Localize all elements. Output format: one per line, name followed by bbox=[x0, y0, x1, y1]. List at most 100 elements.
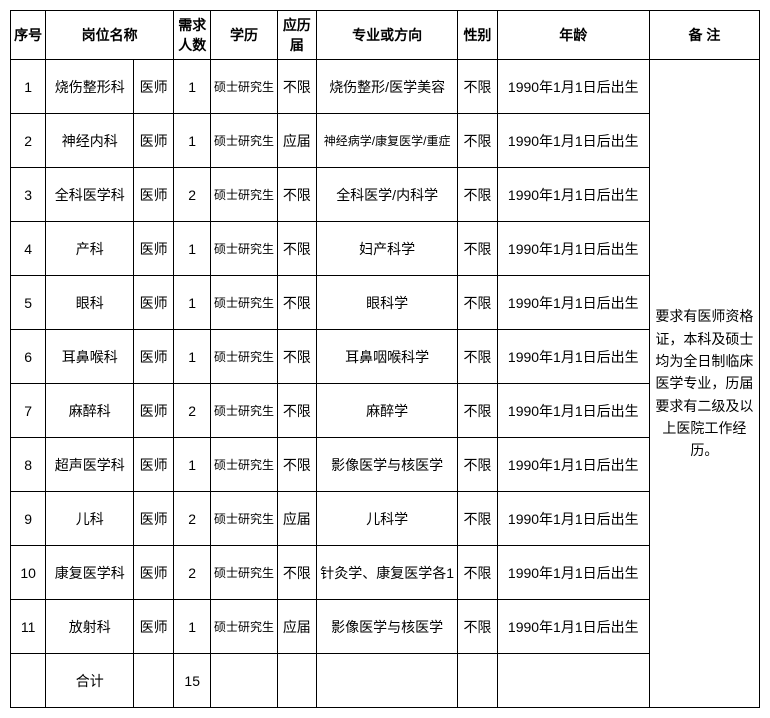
cell-posA: 康复医学科 bbox=[46, 546, 134, 600]
recruitment-table: 序号 岗位名称 需求人数 学历 应历届 专业或方向 性别 年龄 备 注 1烧伤整… bbox=[10, 10, 760, 708]
cell-major: 麻醉学 bbox=[317, 384, 458, 438]
cell-sex: 不限 bbox=[458, 492, 498, 546]
cell-major: 儿科学 bbox=[317, 492, 458, 546]
cell-major: 神经病学/康复医学/重症 bbox=[317, 114, 458, 168]
table-body: 1烧伤整形科医师1硕士研究生不限烧伤整形/医学美容不限1990年1月1日后出生要… bbox=[11, 60, 760, 708]
th-grad: 应历届 bbox=[277, 11, 317, 60]
cell-sex: 不限 bbox=[458, 438, 498, 492]
th-seq: 序号 bbox=[11, 11, 46, 60]
cell-major: 影像医学与核医学 bbox=[317, 438, 458, 492]
th-note: 备 注 bbox=[649, 11, 759, 60]
cell-sex: 不限 bbox=[458, 600, 498, 654]
total-row: 合计 15 bbox=[11, 654, 760, 708]
cell-posA: 麻醉科 bbox=[46, 384, 134, 438]
cell-age: 1990年1月1日后出生 bbox=[497, 330, 649, 384]
th-major: 专业或方向 bbox=[317, 11, 458, 60]
cell-posB: 医师 bbox=[134, 546, 174, 600]
cell-age: 1990年1月1日后出生 bbox=[497, 168, 649, 222]
cell-need: 2 bbox=[173, 384, 210, 438]
cell-seq: 2 bbox=[11, 114, 46, 168]
table-row: 2神经内科医师1硕士研究生应届神经病学/康复医学/重症不限1990年1月1日后出… bbox=[11, 114, 760, 168]
cell-posA: 儿科 bbox=[46, 492, 134, 546]
table-row: 6耳鼻喉科医师1硕士研究生不限耳鼻咽喉科学不限1990年1月1日后出生 bbox=[11, 330, 760, 384]
table-row: 1烧伤整形科医师1硕士研究生不限烧伤整形/医学美容不限1990年1月1日后出生要… bbox=[11, 60, 760, 114]
cell-grad: 不限 bbox=[277, 546, 317, 600]
cell-need: 1 bbox=[173, 276, 210, 330]
table-row: 7麻醉科医师2硕士研究生不限麻醉学不限1990年1月1日后出生 bbox=[11, 384, 760, 438]
cell-posB: 医师 bbox=[134, 276, 174, 330]
cell-seq: 6 bbox=[11, 330, 46, 384]
cell-age: 1990年1月1日后出生 bbox=[497, 546, 649, 600]
cell-need: 2 bbox=[173, 492, 210, 546]
cell-posA: 眼科 bbox=[46, 276, 134, 330]
cell-age: 1990年1月1日后出生 bbox=[497, 114, 649, 168]
table-row: 4产科医师1硕士研究生不限妇产科学不限1990年1月1日后出生 bbox=[11, 222, 760, 276]
cell-sex: 不限 bbox=[458, 384, 498, 438]
cell-posB: 医师 bbox=[134, 60, 174, 114]
table-row: 8超声医学科医师1硕士研究生不限影像医学与核医学不限1990年1月1日后出生 bbox=[11, 438, 760, 492]
total-cell-4 bbox=[211, 654, 277, 708]
cell-grad: 不限 bbox=[277, 222, 317, 276]
cell-grad: 应届 bbox=[277, 492, 317, 546]
th-need: 需求人数 bbox=[173, 11, 210, 60]
cell-grad: 不限 bbox=[277, 276, 317, 330]
cell-need: 2 bbox=[173, 546, 210, 600]
table-row: 3全科医学科医师2硕士研究生不限全科医学/内科学不限1990年1月1日后出生 bbox=[11, 168, 760, 222]
cell-posA: 全科医学科 bbox=[46, 168, 134, 222]
cell-edu: 硕士研究生 bbox=[211, 276, 277, 330]
total-cell-5 bbox=[277, 654, 317, 708]
cell-age: 1990年1月1日后出生 bbox=[497, 492, 649, 546]
cell-edu: 硕士研究生 bbox=[211, 384, 277, 438]
cell-need: 2 bbox=[173, 168, 210, 222]
cell-posB: 医师 bbox=[134, 114, 174, 168]
cell-edu: 硕士研究生 bbox=[211, 60, 277, 114]
cell-age: 1990年1月1日后出生 bbox=[497, 222, 649, 276]
cell-major: 影像医学与核医学 bbox=[317, 600, 458, 654]
cell-edu: 硕士研究生 bbox=[211, 330, 277, 384]
cell-posB: 医师 bbox=[134, 384, 174, 438]
cell-age: 1990年1月1日后出生 bbox=[497, 438, 649, 492]
cell-need: 1 bbox=[173, 438, 210, 492]
cell-posB: 医师 bbox=[134, 168, 174, 222]
table-row: 5眼科医师1硕士研究生不限眼科学不限1990年1月1日后出生 bbox=[11, 276, 760, 330]
cell-age: 1990年1月1日后出生 bbox=[497, 60, 649, 114]
cell-sex: 不限 bbox=[458, 546, 498, 600]
cell-sex: 不限 bbox=[458, 114, 498, 168]
cell-posB: 医师 bbox=[134, 330, 174, 384]
th-sex: 性别 bbox=[458, 11, 498, 60]
cell-grad: 不限 bbox=[277, 438, 317, 492]
cell-major: 全科医学/内科学 bbox=[317, 168, 458, 222]
cell-seq: 4 bbox=[11, 222, 46, 276]
cell-posB: 医师 bbox=[134, 438, 174, 492]
cell-seq: 11 bbox=[11, 600, 46, 654]
cell-sex: 不限 bbox=[458, 168, 498, 222]
cell-sex: 不限 bbox=[458, 330, 498, 384]
cell-major: 耳鼻咽喉科学 bbox=[317, 330, 458, 384]
cell-sex: 不限 bbox=[458, 222, 498, 276]
cell-age: 1990年1月1日后出生 bbox=[497, 600, 649, 654]
cell-seq: 9 bbox=[11, 492, 46, 546]
total-cell-6 bbox=[317, 654, 458, 708]
cell-grad: 不限 bbox=[277, 330, 317, 384]
cell-seq: 3 bbox=[11, 168, 46, 222]
cell-seq: 10 bbox=[11, 546, 46, 600]
cell-need: 1 bbox=[173, 114, 210, 168]
cell-need: 1 bbox=[173, 222, 210, 276]
cell-seq: 8 bbox=[11, 438, 46, 492]
cell-major: 针灸学、康复医学各1 bbox=[317, 546, 458, 600]
total-cell-1: 合计 bbox=[46, 654, 134, 708]
cell-seq: 7 bbox=[11, 384, 46, 438]
cell-grad: 应届 bbox=[277, 114, 317, 168]
total-cell-8 bbox=[497, 654, 649, 708]
cell-edu: 硕士研究生 bbox=[211, 600, 277, 654]
th-edu: 学历 bbox=[211, 11, 277, 60]
cell-grad: 不限 bbox=[277, 168, 317, 222]
cell-sex: 不限 bbox=[458, 276, 498, 330]
cell-posB: 医师 bbox=[134, 600, 174, 654]
total-cell-3: 15 bbox=[173, 654, 210, 708]
cell-posA: 产科 bbox=[46, 222, 134, 276]
cell-sex: 不限 bbox=[458, 60, 498, 114]
th-age: 年龄 bbox=[497, 11, 649, 60]
cell-need: 1 bbox=[173, 330, 210, 384]
cell-grad: 应届 bbox=[277, 600, 317, 654]
